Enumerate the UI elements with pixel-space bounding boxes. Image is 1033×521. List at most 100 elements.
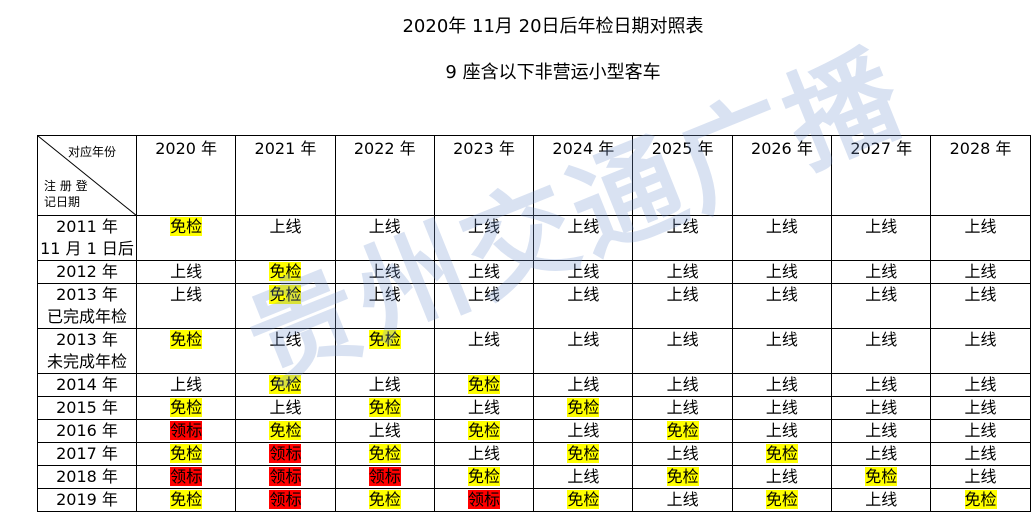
table-cell: 上线: [731, 396, 833, 420]
table-cell: 领标: [235, 442, 336, 466]
table-cell: 免检: [433, 373, 535, 397]
table-row: 2019 年 免检 领标 免检 领标 免检 上线 免检 上线 免检: [37, 488, 1031, 512]
cell-text: 上线: [765, 421, 798, 440]
cell-text: 上线: [567, 330, 600, 349]
cell-text: 上线: [964, 217, 997, 236]
table-cell: 上线: [831, 396, 932, 420]
column-header: 2022 年: [334, 135, 435, 216]
cell-text: 上线: [368, 375, 401, 394]
cell-text: 上线: [964, 330, 997, 349]
table-cell: 上线: [632, 373, 733, 397]
row-label-line: 已完成年检: [46, 307, 127, 326]
table-cell: 上线: [235, 328, 336, 374]
cell-text: 免检: [368, 490, 401, 509]
column-header: 2026 年: [731, 135, 833, 216]
cell-text: 上线: [666, 490, 699, 509]
column-header: 2027 年: [831, 135, 932, 216]
cell-text: 上线: [865, 217, 898, 236]
cell-text: 免检: [368, 330, 401, 349]
row-label: 2014 年: [37, 373, 137, 397]
table-cell: 领标: [433, 488, 535, 512]
cell-text: 免检: [170, 330, 203, 349]
row-label-line: 2013 年: [56, 330, 118, 349]
table-cell: 上线: [731, 419, 833, 443]
cell-text: 上线: [865, 330, 898, 349]
table-cell: 上线: [731, 373, 833, 397]
cell-text: 免检: [567, 398, 600, 417]
corner-cell: 对应年份注 册 登记日期: [37, 135, 137, 216]
table-cell: 免检: [334, 442, 435, 466]
cell-text: 上线: [964, 467, 997, 486]
header-row: 对应年份注 册 登记日期 2020 年 2021 年 2022 年 2023 年 2024…: [37, 135, 1031, 216]
table-cell: 上线: [533, 283, 634, 329]
table-cell: 上线: [533, 215, 634, 261]
cell-text: 上线: [666, 398, 699, 417]
table-cell: 上线: [831, 283, 932, 329]
cell-text: 免检: [468, 467, 501, 486]
table-cell: 上线: [334, 260, 435, 284]
table-row: 2017 年 免检 领标 免检 上线 免检 上线 免检 上线 上线: [37, 442, 1031, 466]
table-cell: 上线: [135, 260, 237, 284]
table-cell: 上线: [632, 396, 733, 420]
row-label: 2015 年: [37, 396, 137, 420]
table-cell: 上线: [632, 283, 733, 329]
cell-text: 上线: [865, 421, 898, 440]
cell-text: 上线: [765, 330, 798, 349]
cell-text: 上线: [865, 398, 898, 417]
cell-text: 上线: [666, 444, 699, 463]
table-cell: 上线: [334, 373, 435, 397]
cell-text: 上线: [269, 217, 302, 236]
table-cell: 免检: [135, 488, 237, 512]
table-cell: 上线: [731, 328, 833, 374]
cell-text: 上线: [765, 467, 798, 486]
table-cell: 免检: [930, 488, 1031, 512]
table-cell: 上线: [831, 260, 932, 284]
corner-top: 对应年份: [67, 145, 116, 159]
table-cell: 免检: [334, 396, 435, 420]
cell-text: 领标: [170, 467, 203, 486]
cell-text: 上线: [170, 262, 203, 281]
table-cell: 领标: [135, 419, 237, 443]
table-cell: 上线: [533, 373, 634, 397]
row-label-line: 2017 年: [56, 444, 118, 463]
row-label: 2019 年: [37, 488, 137, 512]
table-cell: 上线: [235, 215, 336, 261]
table-cell: 免检: [334, 488, 435, 512]
cell-text: 上线: [567, 467, 600, 486]
row-label: 2016 年: [37, 419, 137, 443]
cell-text: 上线: [964, 285, 997, 304]
cell-text: 免检: [666, 421, 699, 440]
cell-text: 上线: [468, 285, 501, 304]
table-row: 2011 年 11 月 1 日后 免检 上线 上线 上线 上线 上线 上线 上线 上线: [37, 215, 1031, 261]
table-cell: 上线: [831, 442, 932, 466]
column-header: 2025 年: [632, 135, 733, 216]
table-cell: 上线: [731, 215, 833, 261]
table-cell: 领标: [235, 465, 336, 489]
row-label: 2013 年已完成年检: [37, 283, 137, 329]
row-label-line: 2016 年: [56, 421, 118, 440]
cell-text: 上线: [865, 375, 898, 394]
table-cell: 免检: [831, 465, 932, 489]
table-row: 2013 年已完成年检 上线 免检 上线 上线 上线 上线 上线 上线 上线: [37, 283, 1031, 329]
cell-text: 上线: [269, 398, 302, 417]
table-cell: 上线: [433, 215, 535, 261]
row-label-line: 2012 年: [56, 262, 118, 281]
cell-text: 上线: [468, 444, 501, 463]
table-cell: 上线: [334, 419, 435, 443]
cell-text: 上线: [964, 444, 997, 463]
cell-text: 免检: [765, 490, 798, 509]
title: 2020年 11月 20日后年检日期对照表: [402, 16, 704, 37]
row-label: 2018 年: [37, 465, 137, 489]
cell-text: 免检: [567, 490, 600, 509]
cell-text: 上线: [666, 375, 699, 394]
table-cell: 上线: [930, 465, 1031, 489]
table-cell: 上线: [930, 215, 1031, 261]
table-cell: 领标: [334, 465, 435, 489]
table-cell: 上线: [433, 396, 535, 420]
cell-text: 免检: [269, 285, 302, 304]
cell-text: 上线: [368, 285, 401, 304]
table-cell: 上线: [533, 260, 634, 284]
table-cell: 上线: [831, 215, 932, 261]
cell-text: 免检: [170, 490, 203, 509]
cell-text: 领标: [269, 490, 302, 509]
